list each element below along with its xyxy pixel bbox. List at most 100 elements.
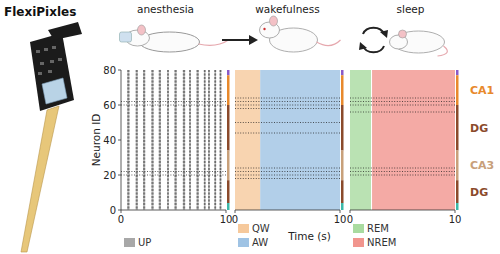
up-spikes [143,70,144,210]
up-spikes [175,70,176,210]
up-spikes [198,70,199,210]
spike-train [121,175,226,176]
spike-train [235,105,340,106]
up-spikes [136,70,137,210]
y-tick [118,105,121,106]
x-tick-label: 0 [118,214,124,225]
cycle-arrow [363,28,384,34]
up-spikes [209,70,210,210]
region-bracket [456,70,459,75]
up-spikes [220,70,221,210]
region-bracket [341,105,344,151]
state-interval [127,70,129,210]
up-spikes [152,70,153,210]
up-spikes [189,70,190,210]
mouse-eye [263,28,265,30]
spike-train [350,175,455,176]
probe-chip [58,58,62,61]
up-spikes [128,70,129,210]
up-spikes [176,70,177,210]
up-spikes [160,70,161,210]
x-axis [350,210,455,211]
state-interval [208,70,210,210]
y-tick [118,210,121,211]
state-interval [235,70,260,210]
up-spikes [137,70,138,210]
probe-chip [44,48,48,51]
x-tick [350,210,351,213]
x-tick-label: 0 [347,214,353,225]
region-bracket [456,203,459,210]
region-label: DG [470,122,488,135]
state-interval [260,70,340,210]
up-spikes [220,70,221,210]
up-spikes [175,70,176,210]
up-spikes [129,70,130,210]
region-bracket [227,151,230,181]
state-interval [167,70,169,210]
up-spikes [190,70,191,210]
up-spikes [143,70,144,210]
region-label: DG [470,186,488,199]
up-spikes [214,70,215,210]
legend-label: QW [252,223,270,234]
spike-train [350,168,455,169]
spike-train [350,105,455,106]
legend-label: REM [367,223,389,234]
up-spikes [151,70,152,210]
y-tick [118,70,121,71]
state-interval [372,70,455,210]
panel: anesthesia010020406080Neuron IDUP [90,3,232,248]
x-tick [121,210,122,213]
up-spikes [144,70,145,210]
x-tick-label: 10 [449,214,462,225]
up-spikes [189,70,190,210]
mouse-tail [317,40,341,46]
x-tick-label: 10 [334,214,347,225]
up-spikes [144,70,145,210]
y-tick-label: 40 [103,135,116,146]
state-interval [350,70,371,210]
up-spikes [174,70,175,210]
up-spikes [198,70,199,210]
up-spikes [208,70,209,210]
probe-shank [21,106,59,252]
up-spikes [159,70,160,210]
panel: sleep 0 10 REM NREM [347,3,462,248]
region-labels: CA1DGCA3DG [470,84,494,199]
up-spikes [214,70,215,210]
up-spikes [167,70,168,210]
raster-data [350,70,455,210]
probe-chip [52,46,56,49]
up-spikes [152,70,153,210]
spike-train [235,178,340,179]
mouse-ear [399,30,407,38]
up-spikes [167,70,168,210]
region-bracket [456,180,459,203]
spike-train [235,101,340,102]
up-spikes [208,70,209,210]
up-spikes [220,70,221,210]
legend-swatch [238,238,249,247]
region-label: CA1 [470,84,494,97]
cycle-arrow [363,46,384,52]
legend-label: AW [252,237,268,248]
probe-label: FlexiPixles [4,5,76,19]
spike-train [235,133,340,134]
x-tick [235,210,236,213]
up-spikes [137,70,138,210]
probe-tab [48,22,82,40]
probe-chip [36,50,40,53]
legend-swatch [353,238,364,247]
x-tick [226,210,227,213]
legend-label: NREM [367,237,396,248]
up-spikes [168,70,169,210]
up-spikes [215,70,216,210]
raster-data [121,70,226,210]
spike-train [235,98,340,99]
probe-chip [48,70,52,73]
state-title: sleep [397,3,425,15]
up-spikes [176,70,177,210]
up-spikes [219,70,220,210]
region-bracket [227,203,230,210]
